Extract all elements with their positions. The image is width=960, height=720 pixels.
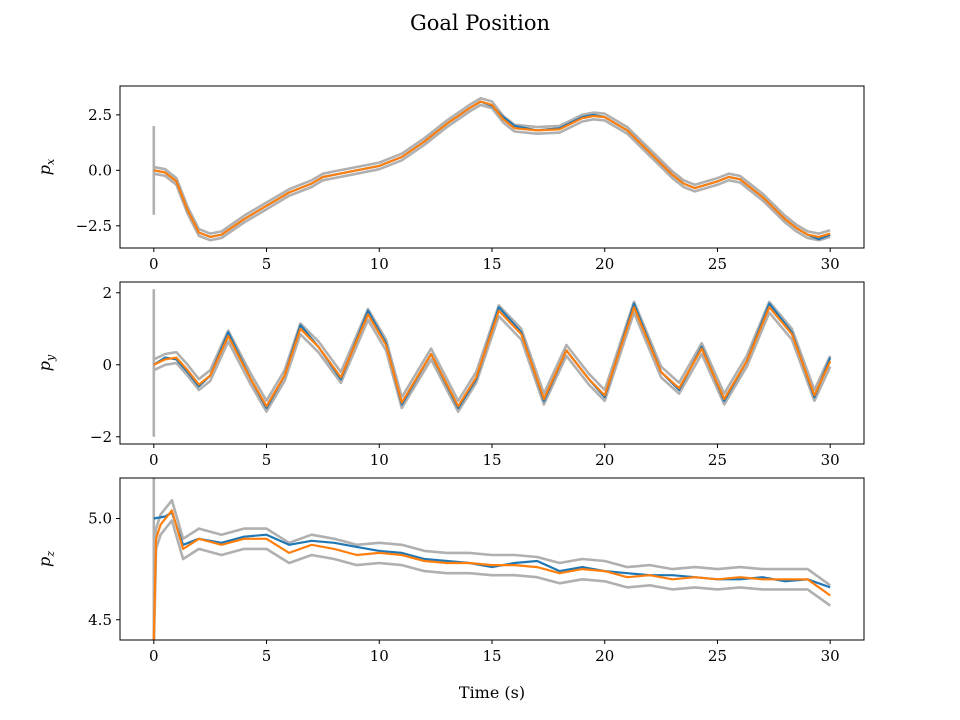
x-tick-label: 30	[821, 647, 840, 665]
upper-bound-line	[152, 499, 831, 630]
axes-frame	[119, 477, 865, 641]
x-tick-label: 0	[149, 647, 159, 665]
y-axis-label: px	[35, 158, 57, 175]
y-axis-label-subscript: x	[44, 158, 57, 165]
subplot-3: 0 5 10 15 20 25 30 5.0 4.5 pz	[35, 477, 865, 665]
y-tick-label: 0	[102, 356, 112, 374]
x-tick-label: 0	[149, 451, 159, 469]
y-tick-label: −2	[90, 428, 112, 446]
y-axis-label-main: p	[35, 165, 54, 175]
lower-bound-line	[153, 311, 832, 413]
y-axis-label: pz	[35, 551, 57, 567]
axes-frame	[119, 281, 865, 445]
x-tick-label: 25	[708, 451, 727, 469]
x-tick-label: 30	[821, 451, 840, 469]
series-2-line	[152, 509, 831, 640]
lower-bound-line	[152, 519, 831, 640]
y-axis-label-subscript: y	[44, 354, 57, 362]
x-tick-label: 10	[370, 451, 389, 469]
x-tick-label: 25	[708, 647, 727, 665]
x-tick-label: 0	[149, 255, 159, 273]
y-tick-label: 2	[102, 284, 112, 302]
x-tick-label: 5	[262, 451, 272, 469]
subplot-lines	[152, 96, 831, 242]
x-tick-label: 30	[821, 255, 840, 273]
x-tick-label: 10	[370, 647, 389, 665]
subplot-lines	[152, 289, 832, 437]
y-axis-label: py	[35, 354, 57, 371]
y-axis-label-main: p	[35, 557, 54, 567]
y-tick-label: −2.5	[76, 217, 112, 235]
series-2-line	[153, 100, 831, 238]
x-tick-label: 5	[262, 647, 272, 665]
upper-bound-line	[153, 96, 831, 235]
y-tick-label: 2.5	[88, 106, 112, 124]
y-axis-label-subscript: z	[44, 551, 57, 558]
x-tick-label: 10	[370, 255, 389, 273]
x-axis-label: Time (s)	[459, 683, 525, 702]
lower-bound-line	[153, 103, 831, 242]
x-tick-label: 15	[482, 647, 501, 665]
x-tick-label: 20	[595, 451, 614, 469]
subplot-lines	[152, 478, 831, 640]
upper-bound-line	[153, 300, 832, 403]
x-tick-label: 25	[708, 255, 727, 273]
y-tick-label: 4.5	[88, 611, 112, 629]
y-tick-label: 0.0	[88, 161, 112, 179]
series-1-line	[153, 100, 831, 241]
x-tick-label: 20	[595, 647, 614, 665]
series-2-line	[153, 306, 832, 408]
y-axis-label-main: p	[35, 361, 54, 371]
x-tick-label: 20	[595, 255, 614, 273]
x-tick-label: 15	[482, 255, 501, 273]
x-tick-label: 15	[482, 451, 501, 469]
y-tick-label: 5.0	[88, 510, 112, 528]
x-tick-label: 5	[262, 255, 272, 273]
chart-title: Goal Position	[410, 11, 550, 35]
subplot-1: 0 5 10 15 20 25 30 2.5 0.0 −2.5 px	[35, 85, 865, 273]
